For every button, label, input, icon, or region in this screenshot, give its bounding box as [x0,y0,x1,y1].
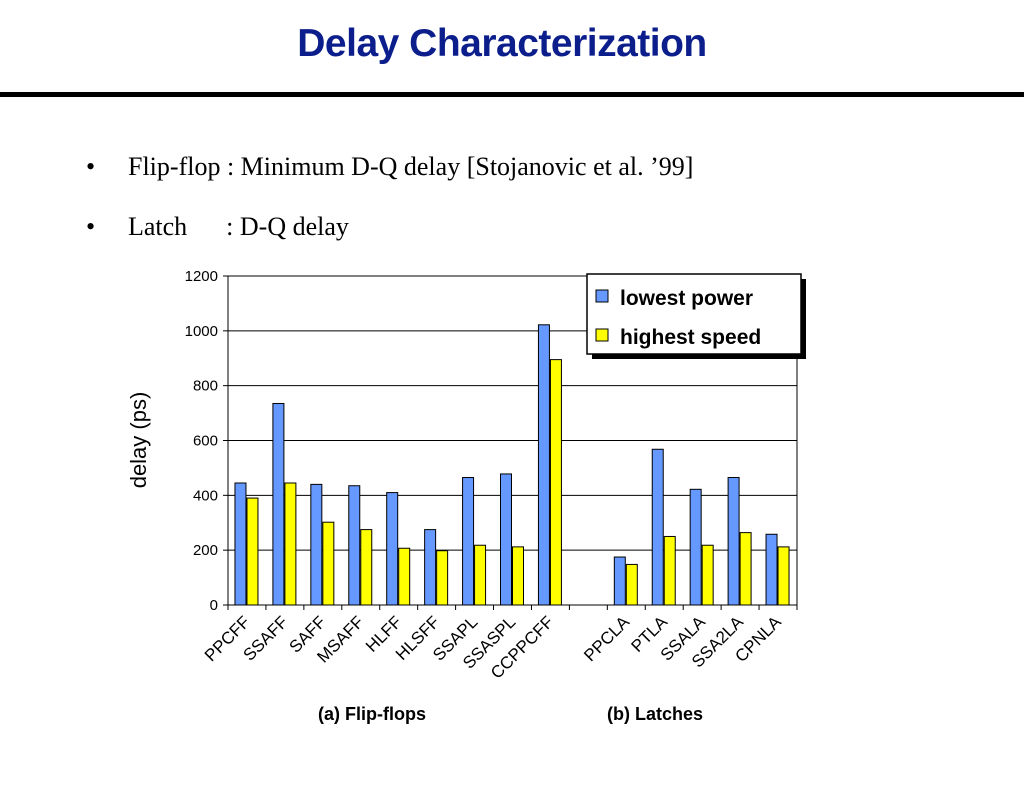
bar-lowest-power [727,477,740,606]
bar-highest-speed [474,544,487,606]
legend: lowest power highest speed [586,273,806,359]
group-label-latches: (b) Latches [607,704,703,724]
bar-highest-speed [436,550,449,606]
legend-label-highest-speed: highest speed [620,326,761,349]
bar-highest-speed [360,529,373,606]
bar-highest-speed [701,544,714,606]
bar-lowest-power [310,483,323,606]
bar-highest-speed [663,535,676,606]
bullet-text: Latch : D-Q delay [128,212,349,241]
bullet-text: Flip-flop : Minimum D-Q delay [Stojanovi… [128,152,694,181]
legend-box [586,273,802,355]
bar-highest-speed [739,532,752,606]
bar-lowest-power [537,324,550,606]
bar-lowest-power [424,529,437,606]
bar-highest-speed [246,497,259,606]
bullet-marker: • [86,152,96,181]
bar-highest-speed [512,546,524,606]
y-tick-label: 400 [193,487,218,504]
y-tick-label: 800 [193,378,218,395]
y-tick-label: 600 [193,433,218,450]
y-tick-label: 1200 [185,268,218,285]
bar-highest-speed [777,546,790,606]
bar-lowest-power [348,485,361,606]
axes [223,275,798,610]
x-category-label: PPCLA [580,612,633,665]
title-divider [0,92,1024,97]
legend-label-lowest-power: lowest power [620,287,753,310]
y-axis-title: delay (ps) [126,392,151,489]
legend-swatch-highest-speed [595,328,609,342]
bar-lowest-power [613,556,626,606]
y-tick-label: 200 [193,542,218,559]
bar-highest-speed [322,521,335,606]
bar-highest-speed [549,359,562,606]
bar-highest-speed [284,482,297,606]
bar-lowest-power [386,492,399,606]
y-tick-label: 1000 [185,323,218,340]
y-tick-label: 0 [210,597,218,614]
bar-lowest-power [462,477,475,606]
legend-swatch-lowest-power [595,289,609,303]
bar-lowest-power [689,488,702,606]
bar-highest-speed [625,563,638,606]
slide-title: Delay Characterization [297,22,707,65]
bullet-item: • Latch : D-Q delay [86,212,349,242]
group-label-flip-flops: (a) Flip-flops [318,704,426,724]
bar-lowest-power [234,482,247,606]
bullet-item: • Flip-flop : Minimum D-Q delay [Stojano… [86,152,693,182]
bullet-marker: • [86,212,96,241]
bar-lowest-power [765,533,778,606]
bar-lowest-power [272,402,285,606]
bar-lowest-power [651,448,664,606]
bar-highest-speed [398,547,411,606]
bars [234,324,790,606]
bar-lowest-power [500,473,512,606]
